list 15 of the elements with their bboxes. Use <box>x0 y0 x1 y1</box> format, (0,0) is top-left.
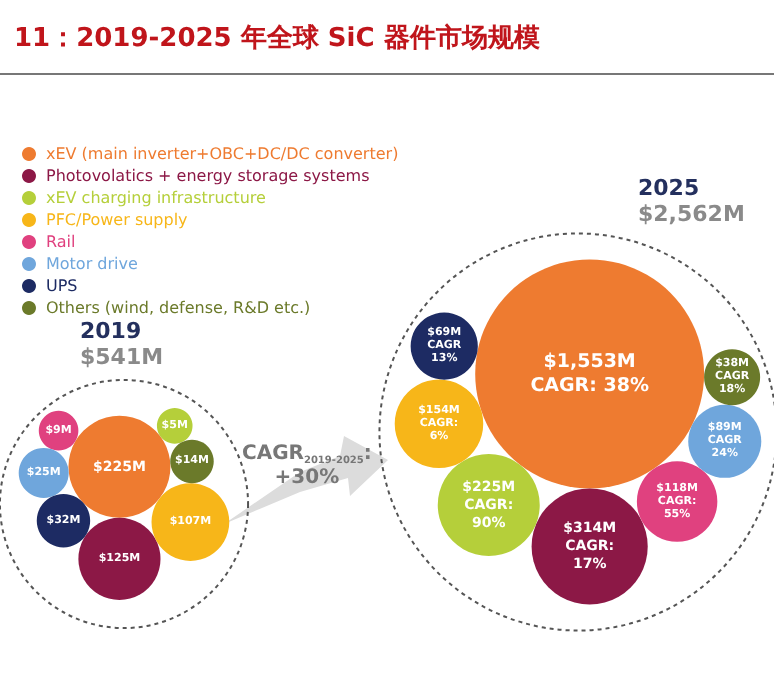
text: $2,562M <box>638 201 745 228</box>
legend-label: PFC/Power supply <box>46 211 189 229</box>
data-label: $1,553M <box>543 350 636 373</box>
legend-label: xEV (main inverter+OBC+DC/DC converter) <box>46 145 399 163</box>
legend-label: Rail <box>46 233 76 251</box>
legend-label: Motor drive <box>46 255 138 273</box>
legend-label: xEV charging infrastructure <box>46 189 266 207</box>
category-label: 2019 <box>80 317 142 344</box>
text: 11：2019-2025 年全球 SiC 器件市场规模 <box>14 22 540 54</box>
text: $541M <box>80 343 164 370</box>
category-label: 2025 <box>638 175 700 202</box>
legend-label: Others (wind, defense, R&D etc.) <box>46 299 311 317</box>
legend-label: UPS <box>46 277 78 295</box>
legend-label: Photovolatics + energy storage systems <box>46 167 370 185</box>
text: CAGR: 38% <box>530 374 650 397</box>
